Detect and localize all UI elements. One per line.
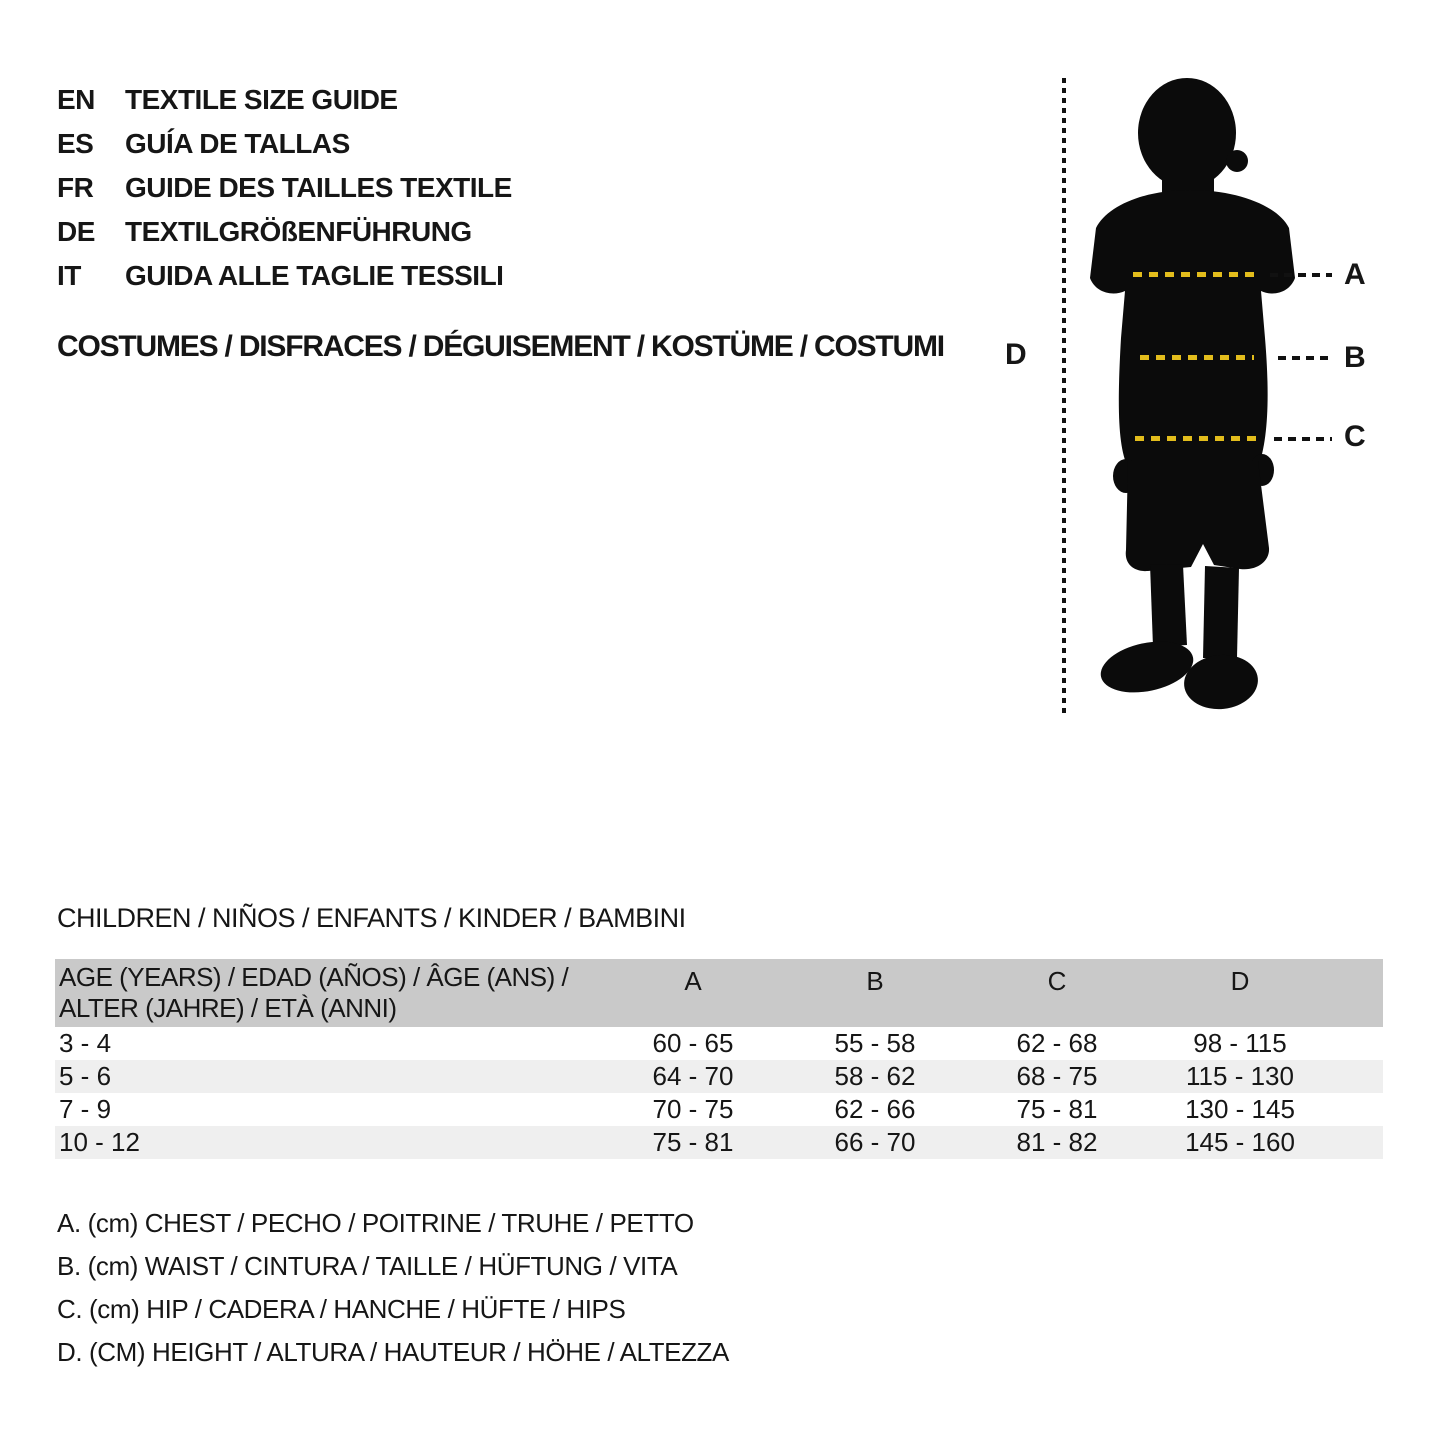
language-title: GUÍA DE TALLAS: [125, 128, 350, 159]
measurement-legend: A. (cm) CHEST / PECHO / POITRINE / TRUHE…: [57, 1208, 729, 1380]
chest-measure-line: [1133, 272, 1259, 277]
table-cell: 75 - 81: [652, 1127, 734, 1157]
legend-chest: A. (cm) CHEST / PECHO / POITRINE / TRUHE…: [57, 1208, 694, 1238]
label-hip-c: C: [1344, 420, 1366, 453]
table-cell: 64 - 70: [652, 1061, 734, 1091]
waist-measure-line: [1140, 355, 1254, 360]
children-section-title: CHILDREN / NIÑOS / ENFANTS / KINDER / BA…: [57, 903, 686, 933]
chest-connector-line: [1270, 273, 1332, 277]
table-cell: 115 - 130: [1186, 1061, 1294, 1091]
table-cell: 98 - 115: [1193, 1028, 1287, 1058]
language-row-de: DE TEXTILGRÖßENFÜHRUNG: [57, 210, 512, 254]
language-row-es: ES GUÍA DE TALLAS: [57, 122, 512, 166]
label-waist-b: B: [1344, 341, 1366, 374]
hip-measure-line: [1135, 436, 1262, 441]
table-cell: 75 - 81: [1016, 1094, 1098, 1124]
age-cell: 10 - 12: [59, 1127, 140, 1157]
table-cell: 81 - 82: [1016, 1127, 1098, 1157]
hip-connector-line: [1274, 437, 1332, 441]
language-code: EN: [57, 84, 95, 115]
table-cell: 58 - 62: [834, 1061, 916, 1091]
language-title: TEXTILGRÖßENFÜHRUNG: [125, 216, 472, 247]
age-header-line1: AGE (YEARS) / EDAD (AÑOS) / ÂGE (ANS) /: [59, 962, 569, 992]
language-title: TEXTILE SIZE GUIDE: [125, 84, 398, 115]
waist-connector-line: [1278, 356, 1334, 360]
label-height-d: D: [1005, 338, 1027, 371]
table-cell: 145 - 160: [1185, 1127, 1295, 1157]
age-column-header: AGE (YEARS) / EDAD (AÑOS) / ÂGE (ANS) / …: [59, 962, 569, 1024]
table-row: 7 - 9 70 - 75 62 - 66 75 - 81 130 - 145: [55, 1093, 1383, 1126]
column-header-d: D: [1230, 966, 1250, 996]
language-code: IT: [57, 260, 81, 291]
table-cell: 68 - 75: [1016, 1061, 1098, 1091]
age-cell: 5 - 6: [59, 1061, 112, 1091]
age-cell: 7 - 9: [59, 1094, 112, 1124]
table-cell: 60 - 65: [652, 1028, 734, 1058]
column-header-a: A: [684, 966, 702, 996]
language-row-en: EN TEXTILE SIZE GUIDE: [57, 78, 512, 122]
label-chest-a: A: [1344, 258, 1366, 291]
language-code: DE: [57, 216, 95, 247]
legend-waist: B. (cm) WAIST / CINTURA / TAILLE / HÜFTU…: [57, 1251, 678, 1281]
age-header-line2: ALTER (JAHRE) / ETÀ (ANNI): [59, 993, 397, 1023]
language-row-it: IT GUIDA ALLE TAGLIE TESSILI: [57, 254, 512, 298]
column-header-b: B: [866, 966, 884, 996]
language-title: GUIDE DES TAILLES TEXTILE: [125, 172, 512, 203]
table-cell: 55 - 58: [834, 1028, 916, 1058]
child-silhouette: [1090, 78, 1295, 710]
category-title: COSTUMES / DISFRACES / DÉGUISEMENT / KOS…: [57, 330, 945, 363]
size-table: AGE (YEARS) / EDAD (AÑOS) / ÂGE (ANS) / …: [55, 959, 1383, 1159]
size-table-header: AGE (YEARS) / EDAD (AÑOS) / ÂGE (ANS) / …: [55, 959, 1383, 1027]
language-title-block: EN TEXTILE SIZE GUIDE ES GUÍA DE TALLAS …: [57, 78, 512, 298]
table-cell: 70 - 75: [652, 1094, 734, 1124]
age-cell: 3 - 4: [59, 1028, 112, 1058]
language-row-fr: FR GUIDE DES TAILLES TEXTILE: [57, 166, 512, 210]
language-code: FR: [57, 172, 94, 203]
table-cell: 130 - 145: [1185, 1094, 1295, 1124]
table-cell: 62 - 68: [1016, 1028, 1098, 1058]
table-row: 10 - 12 75 - 81 66 - 70 81 - 82 145 - 16…: [55, 1126, 1383, 1159]
language-code: ES: [57, 128, 94, 159]
table-row: 5 - 6 64 - 70 58 - 62 68 - 75 115 - 130: [55, 1060, 1383, 1093]
table-row: 3 - 4 60 - 65 55 - 58 62 - 68 98 - 115: [55, 1027, 1383, 1060]
legend-height: D. (CM) HEIGHT / ALTURA / HAUTEUR / HÖHE…: [57, 1337, 729, 1367]
legend-hip: C. (cm) HIP / CADERA / HANCHE / HÜFTE / …: [57, 1294, 626, 1324]
column-header-c: C: [1047, 966, 1067, 996]
table-cell: 66 - 70: [834, 1127, 916, 1157]
language-title: GUIDA ALLE TAGLIE TESSILI: [125, 260, 504, 291]
height-dotted-line: [1062, 78, 1066, 714]
table-cell: 62 - 66: [834, 1094, 916, 1124]
